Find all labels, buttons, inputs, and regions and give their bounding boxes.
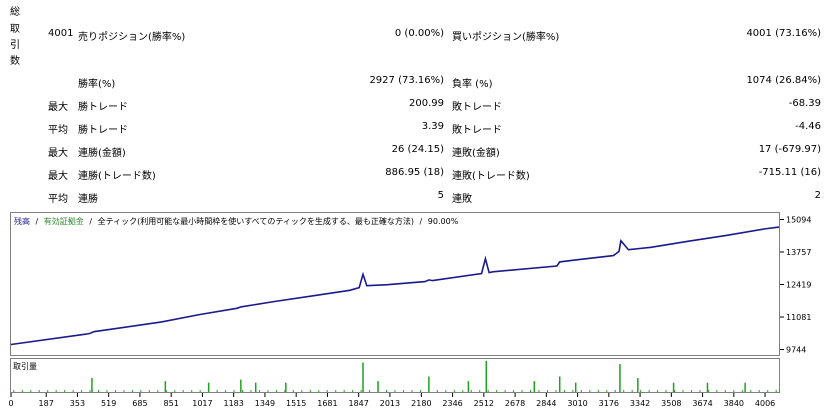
win-rate-value: 2927 (73.16%): [369, 75, 444, 86]
total-trades-value: 4001: [48, 28, 74, 39]
chart-header: 残高 / 有効証拠金 / 全ティック(利用可能な最小時間枠を使いすべてのティック…: [14, 216, 459, 226]
max-consec-losses-count-label: 連敗(トレード数): [452, 171, 530, 182]
avg-win-trade-value: 3.39: [421, 121, 444, 132]
x-tick-label: 2678: [505, 399, 525, 408]
x-tick-label: 1847: [348, 399, 368, 408]
x-axis: 0 187 353 519 685 851 1017 1183 1349 1515 1681 1847…: [8, 393, 775, 408]
max-consec-wins-amount-label: 連勝(金額): [78, 148, 126, 159]
short-positions-label: 売りポジション(勝率%): [78, 32, 186, 43]
stat-prefix: 最大: [48, 171, 68, 182]
avg-consec-losses-label: 連敗: [452, 194, 472, 205]
x-tick-label: 2844: [536, 399, 556, 408]
modeling-quality: 90.00%: [428, 217, 459, 226]
header-separator: /: [420, 217, 423, 226]
balance-series-line: [10, 226, 780, 346]
x-tick-label: 3840: [724, 399, 744, 408]
equity-legend-label: 有効証拠金: [44, 216, 84, 226]
x-tick-label: 3674: [692, 399, 712, 408]
balance-legend-label: 残高: [14, 216, 30, 226]
y-tick-label: 9744: [786, 346, 806, 355]
avg-consec-losses-value: 2: [814, 190, 821, 201]
total-trades-label-char: 総: [10, 7, 20, 18]
volume-label: 取引量: [13, 362, 37, 371]
x-tick-label: 3176: [599, 399, 619, 408]
y-tick-label: 12419: [786, 281, 811, 290]
avg-win-trade-label: 勝トレード: [78, 125, 128, 136]
header-separator: /: [89, 217, 92, 226]
x-tick-label: 519: [101, 399, 116, 408]
short-positions-value: 0 (0.00%): [394, 28, 444, 39]
max-loss-trade-value: -68.39: [788, 98, 821, 109]
total-trades-label-char: 数: [10, 56, 20, 67]
y-tick-label: 15094: [786, 215, 811, 224]
x-tick-label: 685: [132, 399, 147, 408]
max-consec-losses-amount-value: 17 (-679.97): [758, 144, 821, 155]
x-tick-label: 1515: [286, 399, 306, 408]
volume-plot-frame: [10, 358, 780, 393]
loss-rate-label: 負率 (%): [452, 79, 493, 90]
x-tick-label: 1017: [192, 399, 212, 408]
total-trades-label-char: 引: [10, 40, 20, 51]
x-tick-label: 4006: [755, 399, 775, 408]
x-tick-label: 2346: [442, 399, 462, 408]
avg-consec-wins-label: 連勝: [78, 194, 98, 205]
x-tick-label: 0: [8, 399, 13, 408]
max-consec-losses-amount-label: 連敗(金額): [452, 148, 500, 159]
x-tick-label: 2013: [380, 399, 400, 408]
x-tick-label: 1183: [224, 399, 244, 408]
y-axis: 15094 13757 12419 11081 9744: [780, 215, 811, 355]
long-positions-label: 買いポジション(勝率%): [452, 32, 560, 43]
stat-prefix: 最大: [48, 102, 68, 113]
x-tick-label: 851: [164, 399, 179, 408]
max-consec-wins-count-label: 連勝(トレード数): [78, 171, 156, 182]
y-tick-label: 11081: [786, 313, 811, 322]
max-loss-trade-label: 敗トレード: [452, 102, 502, 113]
avg-consec-wins-value: 5: [437, 190, 444, 201]
long-positions-value: 4001 (73.16%): [746, 28, 821, 39]
x-tick-label: 3342: [630, 399, 650, 408]
x-tick-label: 3010: [567, 399, 587, 408]
stat-prefix: 平均: [48, 194, 68, 205]
x-tick-label: 1681: [317, 399, 337, 408]
max-consec-wins-amount-value: 26 (24.15): [391, 144, 444, 155]
x-tick-label: 3508: [661, 399, 681, 408]
max-win-trade-label: 勝トレード: [78, 102, 128, 113]
max-consec-wins-count-value: 886.95 (18): [385, 167, 444, 178]
stat-prefix: 最大: [48, 148, 68, 159]
model-description: 全ティック(利用可能な最小時間枠を使いすべてのティックを生成する、最も正確な方法…: [98, 216, 414, 226]
x-tick-label: 1349: [255, 399, 275, 408]
avg-loss-trade-value: -4.46: [795, 121, 821, 132]
max-win-trade-value: 200.99: [409, 98, 444, 109]
y-tick-label: 13757: [786, 248, 811, 257]
loss-rate-value: 1074 (26.84%): [746, 75, 821, 86]
max-consec-losses-count-value: -715.11 (16): [758, 167, 821, 178]
total-trades-label-char: 取: [10, 24, 20, 35]
x-tick-label: 2180: [411, 399, 431, 408]
avg-loss-trade-label: 敗トレード: [452, 125, 502, 136]
header-separator: /: [36, 217, 39, 226]
volume-bars: [13, 361, 777, 392]
x-tick-label: 353: [70, 399, 85, 408]
x-tick-label: 187: [39, 399, 54, 408]
stat-prefix: 平均: [48, 125, 68, 136]
win-rate-label: 勝率(%): [78, 79, 116, 90]
x-tick-label: 2512: [474, 399, 494, 408]
